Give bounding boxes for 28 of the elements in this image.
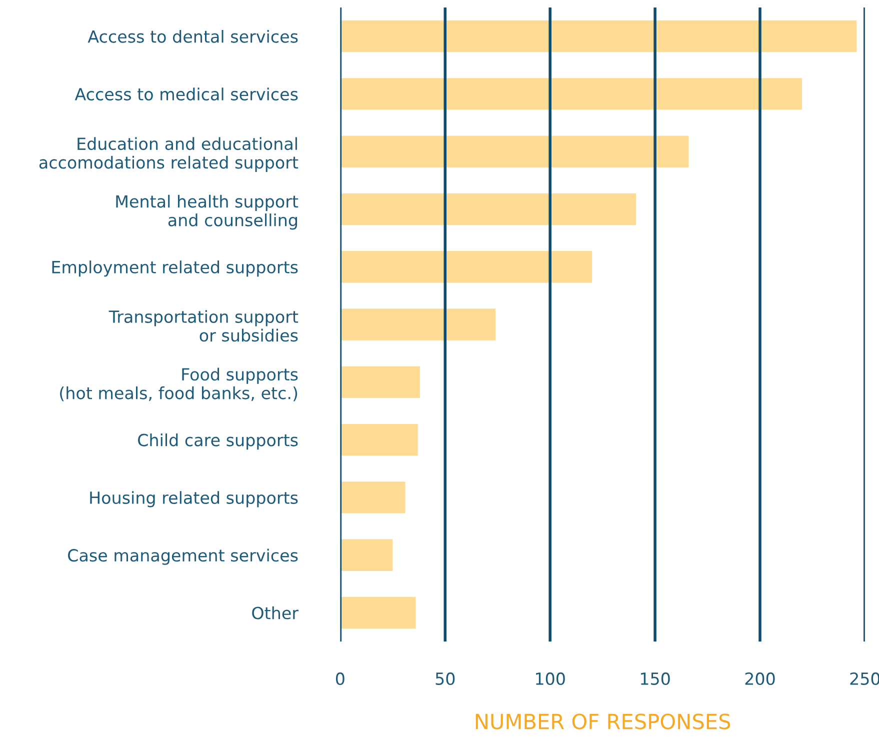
y-tick-label: Child care supports xyxy=(138,433,298,450)
bar xyxy=(340,136,689,168)
bar xyxy=(340,596,416,629)
x-tick-label: 100 xyxy=(536,672,565,686)
bar xyxy=(340,251,592,283)
y-tick-label: Access to dental services xyxy=(88,30,298,43)
y-tick-label: Other xyxy=(252,606,299,620)
x-tick-label: 0 xyxy=(336,672,344,686)
x-tick-label: 200 xyxy=(745,672,775,686)
bar xyxy=(340,424,418,456)
bar xyxy=(340,20,857,52)
x-tick-label: 150 xyxy=(640,672,670,686)
y-tick-label: Case management services xyxy=(68,548,298,565)
bar xyxy=(340,308,496,340)
x-tick-label: 50 xyxy=(436,672,455,686)
y-tick-label: Food supports (hot meals, food banks, etc.) xyxy=(60,368,298,402)
y-tick-label: Access to medical services xyxy=(74,88,298,100)
x-axis-title: NUMBER OF RESPONSES xyxy=(476,714,730,730)
y-tick-label: Transportation support or subsidies xyxy=(108,310,298,342)
y-tick-label: Education and educational accomodations related support xyxy=(39,137,298,172)
bar xyxy=(340,78,802,110)
bar xyxy=(340,193,636,226)
y-tick-label: Mental health support and counselling xyxy=(116,194,298,230)
bar xyxy=(340,366,420,398)
y-tick-label: Housing related supports xyxy=(90,491,298,508)
y-tick-label: Employment related supports xyxy=(52,260,298,277)
bar xyxy=(340,482,406,514)
bar xyxy=(340,539,393,571)
